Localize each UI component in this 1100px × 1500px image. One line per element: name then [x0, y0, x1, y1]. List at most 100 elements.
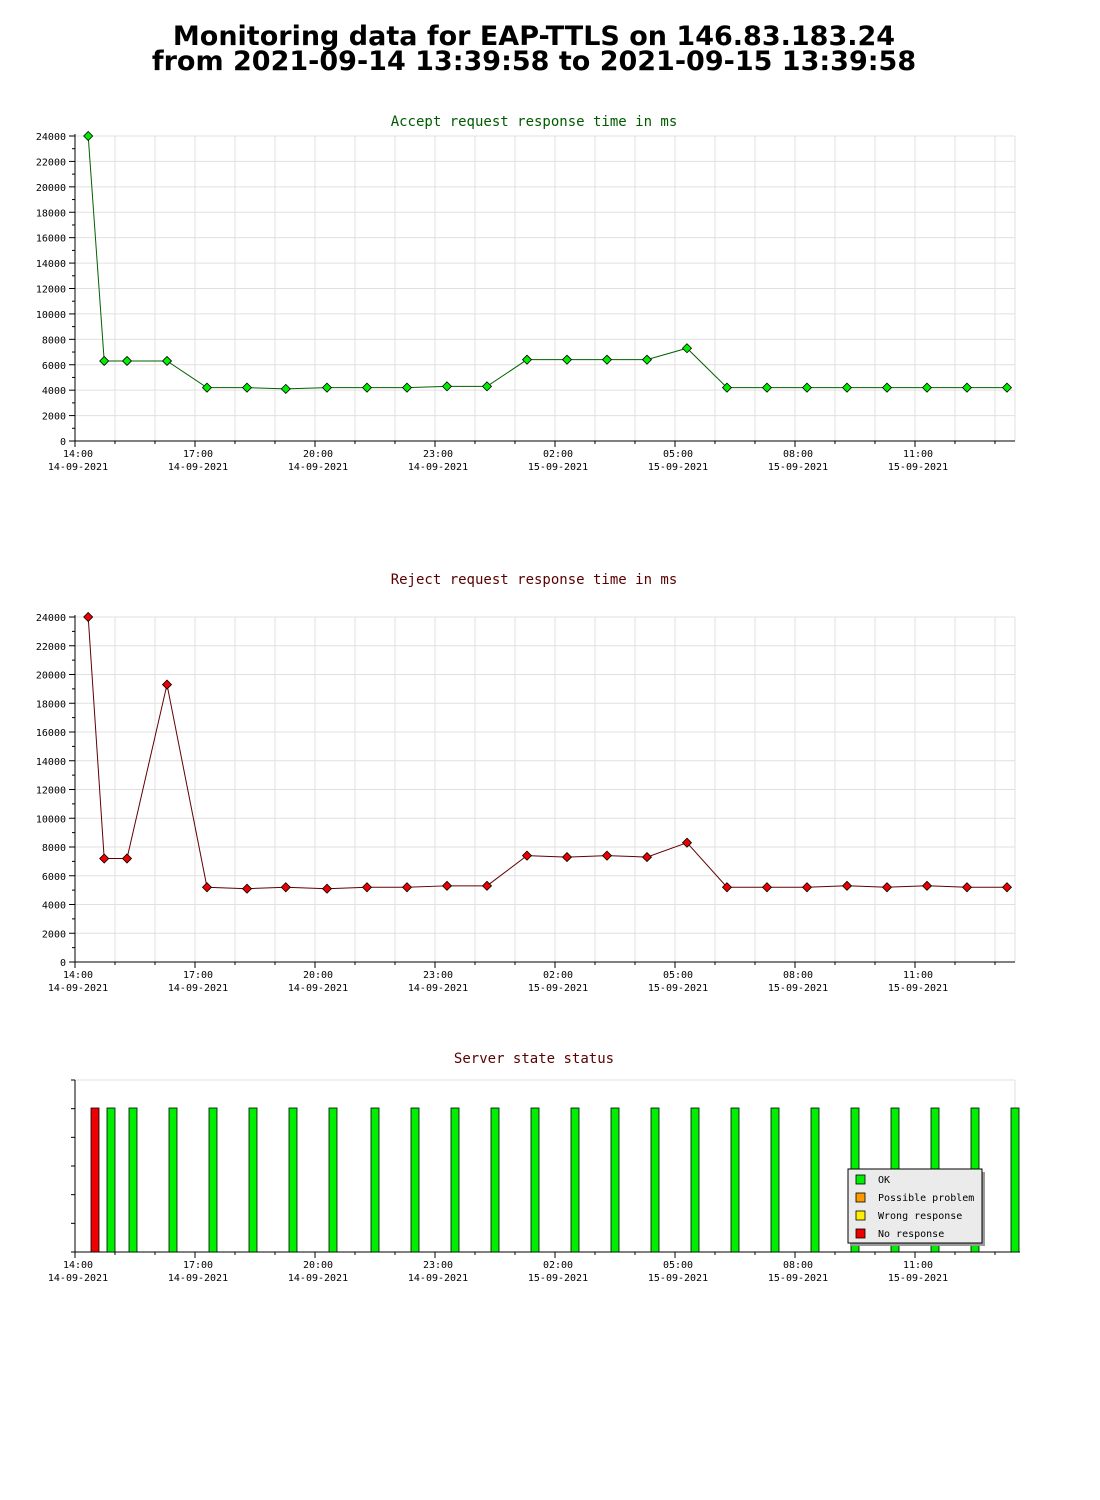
reject-x-tick-time-1: 17:00 — [183, 970, 213, 981]
accept-title: Accept request response time in ms — [391, 114, 678, 130]
status-bar-6 — [288, 1107, 298, 1253]
reject-point-22 — [921, 880, 933, 891]
reject-point-13 — [561, 851, 573, 863]
reject-x-tick-time-6: 08:00 — [783, 970, 813, 981]
accept-point-6 — [280, 383, 291, 394]
status-bar-17 — [730, 1107, 740, 1253]
page-title-line1: Monitoring data for EAP-TTLS on 146.83.1… — [172, 21, 896, 52]
legend-label-0: OK — [878, 1175, 890, 1186]
accept-point-2 — [121, 355, 133, 367]
accept-point-21 — [881, 382, 893, 393]
accept-y-tick-10: 20000 — [36, 183, 66, 194]
accept-point-13 — [561, 354, 573, 365]
accept-response-chart: Accept request response time in ms 0 2000 4… — [36, 114, 1016, 473]
status-x-tick-date-3: 14-09-2021 — [408, 1273, 468, 1284]
reject-y-tick-11: 22000 — [36, 642, 66, 653]
reject-point-17 — [721, 882, 733, 893]
accept-x-tick-date-6: 15-09-2021 — [768, 462, 828, 473]
status-x-tick-time-4: 02:00 — [543, 1260, 573, 1271]
accept-point-1 — [99, 355, 110, 367]
reject-point-5 — [241, 883, 253, 894]
reject-x-tick-time-4: 02:00 — [543, 970, 573, 981]
accept-point-24 — [1001, 382, 1013, 393]
accept-y-tick-0: 0 — [60, 437, 66, 448]
accept-point-17 — [721, 382, 733, 393]
legend-label-2: Wrong response — [878, 1211, 962, 1222]
reject-y-tick-5: 10000 — [36, 814, 66, 825]
reject-point-20 — [841, 880, 853, 891]
accept-y-tick-3: 6000 — [42, 361, 66, 372]
accept-y-tick-9: 18000 — [36, 208, 66, 219]
legend-swatch-1 — [855, 1192, 866, 1203]
accept-series-line — [87, 135, 1007, 390]
status-x-tick-time-6: 08:00 — [783, 1260, 813, 1271]
accept-x-tick-time-5: 05:00 — [663, 449, 693, 460]
status-x-tick-date-5: 15-09-2021 — [648, 1273, 708, 1284]
status-bar-7 — [328, 1107, 338, 1253]
status-x-tick-date-1: 14-09-2021 — [168, 1273, 228, 1284]
reject-y-tick-7: 14000 — [36, 757, 66, 768]
legend-swatch-2 — [855, 1210, 866, 1221]
status-bar-11 — [490, 1107, 500, 1253]
reject-point-4 — [201, 882, 213, 893]
reject-point-3 — [161, 679, 173, 690]
reject-x-tick-time-7: 11:00 — [903, 970, 933, 981]
accept-y-tick-6: 12000 — [36, 285, 66, 296]
reject-x-tick-date-1: 14-09-2021 — [168, 983, 228, 994]
legend-swatch-0 — [855, 1174, 866, 1185]
reject-x-tick-date-4: 15-09-2021 — [528, 983, 588, 994]
status-bar-13 — [570, 1107, 580, 1253]
accept-point-15 — [641, 354, 653, 365]
reject-point-9 — [401, 882, 413, 893]
legend-swatch-3 — [855, 1228, 866, 1239]
status-x-tick-time-3: 23:00 — [423, 1260, 453, 1271]
accept-point-0 — [83, 130, 94, 142]
accept-point-3 — [161, 355, 173, 367]
server-status-chart: Server state status 14:00 14-09-2021 17:00 1… — [48, 1051, 1020, 1284]
reject-x-tick-date-0: 14-09-2021 — [48, 983, 108, 994]
status-bar-14 — [610, 1107, 620, 1253]
reject-point-7 — [321, 883, 333, 894]
reject-y-tick-0: 0 — [60, 958, 66, 969]
status-bar-0 — [90, 1107, 100, 1253]
accept-point-23 — [961, 382, 973, 393]
page-title: Monitoring data for EAP-TTLS on 146.83.1… — [0, 21, 1068, 75]
status-bar-24 — [1010, 1107, 1020, 1253]
reject-x-tick-time-5: 05:00 — [663, 970, 693, 981]
reject-y-tick-1: 2000 — [42, 929, 66, 940]
reject-y-tick-10: 20000 — [36, 671, 66, 682]
status-x-tick-date-0: 14-09-2021 — [48, 1273, 108, 1284]
accept-point-19 — [801, 382, 813, 393]
reject-title: Reject request response time in ms — [391, 572, 678, 588]
status-x-tick-time-0: 14:00 — [63, 1260, 93, 1271]
reject-point-6 — [280, 882, 291, 893]
status-bar-3 — [168, 1107, 178, 1253]
status-bar-9 — [410, 1107, 420, 1253]
accept-x-tick-date-5: 15-09-2021 — [648, 462, 708, 473]
status-x-tick-time-2: 20:00 — [303, 1260, 333, 1271]
accept-x-tick-date-4: 15-09-2021 — [528, 462, 588, 473]
status-x-tick-date-2: 14-09-2021 — [288, 1273, 348, 1284]
status-bar-1 — [106, 1107, 116, 1253]
reject-point-14 — [601, 850, 613, 861]
accept-x-tick-date-3: 14-09-2021 — [408, 462, 468, 473]
reject-y-tick-4: 8000 — [42, 843, 66, 854]
reject-point-23 — [961, 882, 973, 893]
reject-point-18 — [761, 882, 773, 893]
reject-point-24 — [1001, 882, 1013, 893]
accept-point-4 — [201, 382, 213, 393]
reject-point-10 — [441, 880, 453, 891]
accept-x-tick-time-6: 08:00 — [783, 449, 813, 460]
status-x-tick-time-1: 17:00 — [183, 1260, 213, 1271]
status-x-tick-date-4: 15-09-2021 — [528, 1273, 588, 1284]
accept-point-5 — [241, 382, 253, 393]
accept-point-8 — [361, 382, 373, 393]
status-title: Server state status — [454, 1051, 614, 1067]
status-bar-10 — [450, 1107, 460, 1253]
reject-x-tick-date-7: 15-09-2021 — [888, 983, 948, 994]
reject-point-8 — [361, 882, 373, 893]
reject-x-tick-date-5: 15-09-2021 — [648, 983, 708, 994]
accept-x-tick-date-0: 14-09-2021 — [48, 462, 108, 473]
status-bar-18 — [770, 1107, 780, 1253]
accept-y-tick-11: 22000 — [36, 157, 66, 168]
